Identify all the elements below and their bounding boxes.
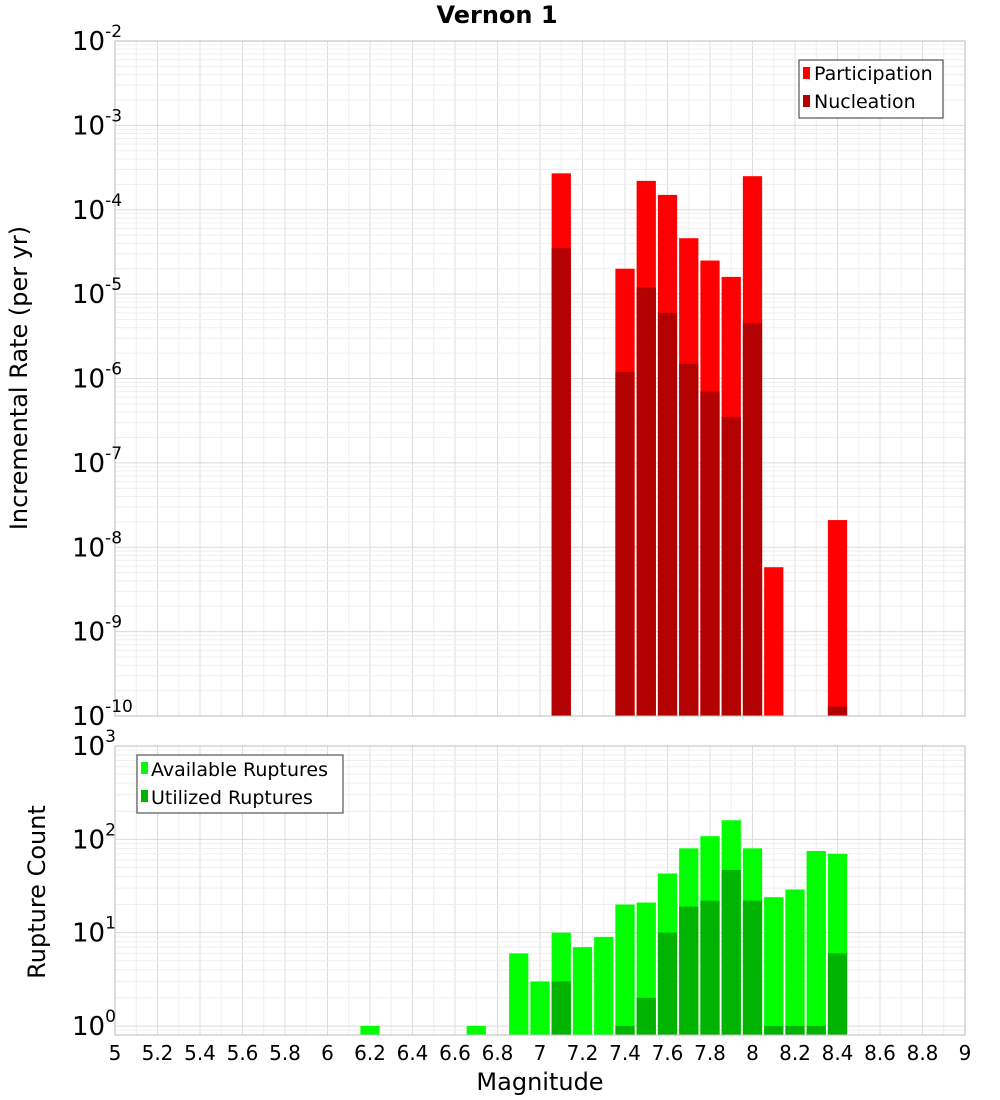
nucleation-bar [742, 323, 763, 716]
x-tick-label: 8.8 [907, 1041, 939, 1065]
utilized-ruptures-bar [679, 906, 699, 1035]
x-axis-label: Magnitude [476, 1068, 603, 1096]
x-tick-label: 8.2 [779, 1041, 811, 1065]
nucleation-bar [551, 248, 571, 717]
x-tick-label: 8.4 [822, 1041, 854, 1065]
participation-bar [764, 567, 784, 716]
x-tick-label: 9 [959, 1041, 972, 1065]
available-ruptures-bar [466, 1025, 486, 1035]
nucleation-legend-label: Nucleation [814, 91, 916, 113]
available-legend-label: Available Ruptures [151, 759, 328, 781]
rate-y-tick-label: 10-7 [72, 444, 122, 479]
x-tick-label: 5.2 [142, 1041, 174, 1065]
x-tick-label: 7.2 [567, 1041, 599, 1065]
count-y-tick-label: 102 [72, 820, 116, 855]
utilized-ruptures-bar [636, 997, 656, 1035]
utilized-ruptures-bar [551, 981, 571, 1035]
available-legend-swatch [141, 762, 148, 774]
x-tick-label: 6.4 [397, 1041, 429, 1065]
rate-legend: Participation Nucleation [798, 59, 944, 119]
nucleation-bar [679, 363, 699, 716]
available-ruptures-bar [594, 936, 614, 1035]
utilized-legend-swatch [141, 790, 148, 802]
utilized-ruptures-bar [785, 1025, 805, 1035]
count-plot-frame [114, 745, 966, 1036]
count-bars [360, 820, 848, 1035]
utilized-ruptures-bar [764, 1025, 784, 1035]
x-tick-label: 8 [746, 1041, 759, 1065]
available-ruptures-bar [785, 889, 805, 1035]
count-y-tick-label: 101 [72, 914, 116, 949]
x-tick-label: 5.4 [184, 1041, 216, 1065]
rate-y-tick-label: 10-6 [72, 360, 122, 395]
available-ruptures-bar [530, 981, 550, 1035]
count-y-tick-label: 100 [72, 1007, 116, 1042]
x-tick-label: 6.8 [482, 1041, 514, 1065]
rate-y-tick-label: 10-5 [72, 275, 122, 310]
rate-y-ticks: 10-10 10-9 10-8 10-7 10-6 10-5 10-4 10-3 10-2 [72, 22, 133, 732]
utilized-ruptures-bar [721, 869, 741, 1035]
available-ruptures-bar [509, 953, 529, 1035]
count-y-axis-label: Rupture Count [23, 805, 51, 979]
rate-y-tick-label: 10-8 [72, 528, 122, 563]
nucleation-bar [721, 416, 741, 716]
available-ruptures-bar [360, 1025, 380, 1035]
x-tick-label: 8.6 [864, 1041, 896, 1065]
x-tick-label: 7 [534, 1041, 547, 1065]
available-ruptures-bar [806, 850, 826, 1035]
utilized-ruptures-bar [742, 900, 763, 1035]
nucleation-bar [700, 391, 720, 716]
x-tick-label: 7.6 [652, 1041, 684, 1065]
count-y-ticks: 100 101 102 103 [72, 727, 116, 1042]
utilized-ruptures-bar [827, 953, 848, 1035]
chart-title: Vernon 1 [436, 1, 557, 29]
utilized-legend-label: Utilized Ruptures [151, 787, 313, 809]
count-y-tick-label: 103 [72, 727, 116, 762]
utilized-ruptures-bar [615, 1025, 635, 1035]
nucleation-bar [615, 371, 635, 716]
x-tick-label: 5.8 [269, 1041, 301, 1065]
rate-y-tick-label: 10-3 [72, 106, 122, 141]
available-ruptures-bar [764, 897, 784, 1035]
utilized-ruptures-bar [700, 900, 720, 1035]
utilized-ruptures-bar [806, 1025, 826, 1035]
rate-legend-box [798, 59, 944, 119]
count-panel: 100 101 102 103 5 5.2 5.4 5.6 5.8 6 6.2 6.4 6.6 6.8 7… [23, 727, 971, 1096]
nucleation-bar [657, 312, 678, 716]
available-ruptures-bar [615, 904, 635, 1035]
magnitude-x-ticks: 5 5.2 5.4 5.6 5.8 6 6.2 6.4 6.6 6.8 7 7.2 7.4 7.6 7.8 8… [109, 1041, 972, 1065]
nucleation-bar [827, 706, 848, 716]
participation-legend-swatch [803, 67, 810, 79]
rate-plot-frame [114, 40, 966, 717]
count-legend-box [136, 754, 344, 814]
rate-y-tick-label: 10-9 [72, 613, 122, 648]
utilized-ruptures-bar [657, 932, 678, 1035]
x-tick-label: 5 [109, 1041, 122, 1065]
count-legend: Available Ruptures Utilized Ruptures [136, 754, 344, 814]
x-tick-label: 7.8 [694, 1041, 726, 1065]
rate-gridlines [115, 41, 965, 716]
x-tick-label: 5.6 [227, 1041, 259, 1065]
rate-y-tick-label: 10-4 [72, 191, 122, 226]
rate-y-axis-label: Incremental Rate (per yr) [5, 226, 33, 530]
x-tick-label: 6 [321, 1041, 334, 1065]
rate-y-tick-label: 10-2 [72, 22, 122, 57]
x-tick-label: 6.2 [354, 1041, 386, 1065]
rate-panel: 10-10 10-9 10-8 10-7 10-6 10-5 10-4 10-3 10-2 In… [5, 22, 966, 732]
rate-bars [551, 173, 848, 717]
nucleation-bar [636, 287, 656, 716]
participation-legend-label: Participation [814, 63, 933, 85]
x-tick-label: 7.4 [609, 1041, 641, 1065]
participation-bar [827, 520, 848, 716]
rate-y-tick-label: 10-10 [72, 697, 133, 732]
x-tick-label: 6.6 [439, 1041, 471, 1065]
nucleation-legend-swatch [803, 95, 810, 107]
available-ruptures-bar [572, 947, 593, 1035]
